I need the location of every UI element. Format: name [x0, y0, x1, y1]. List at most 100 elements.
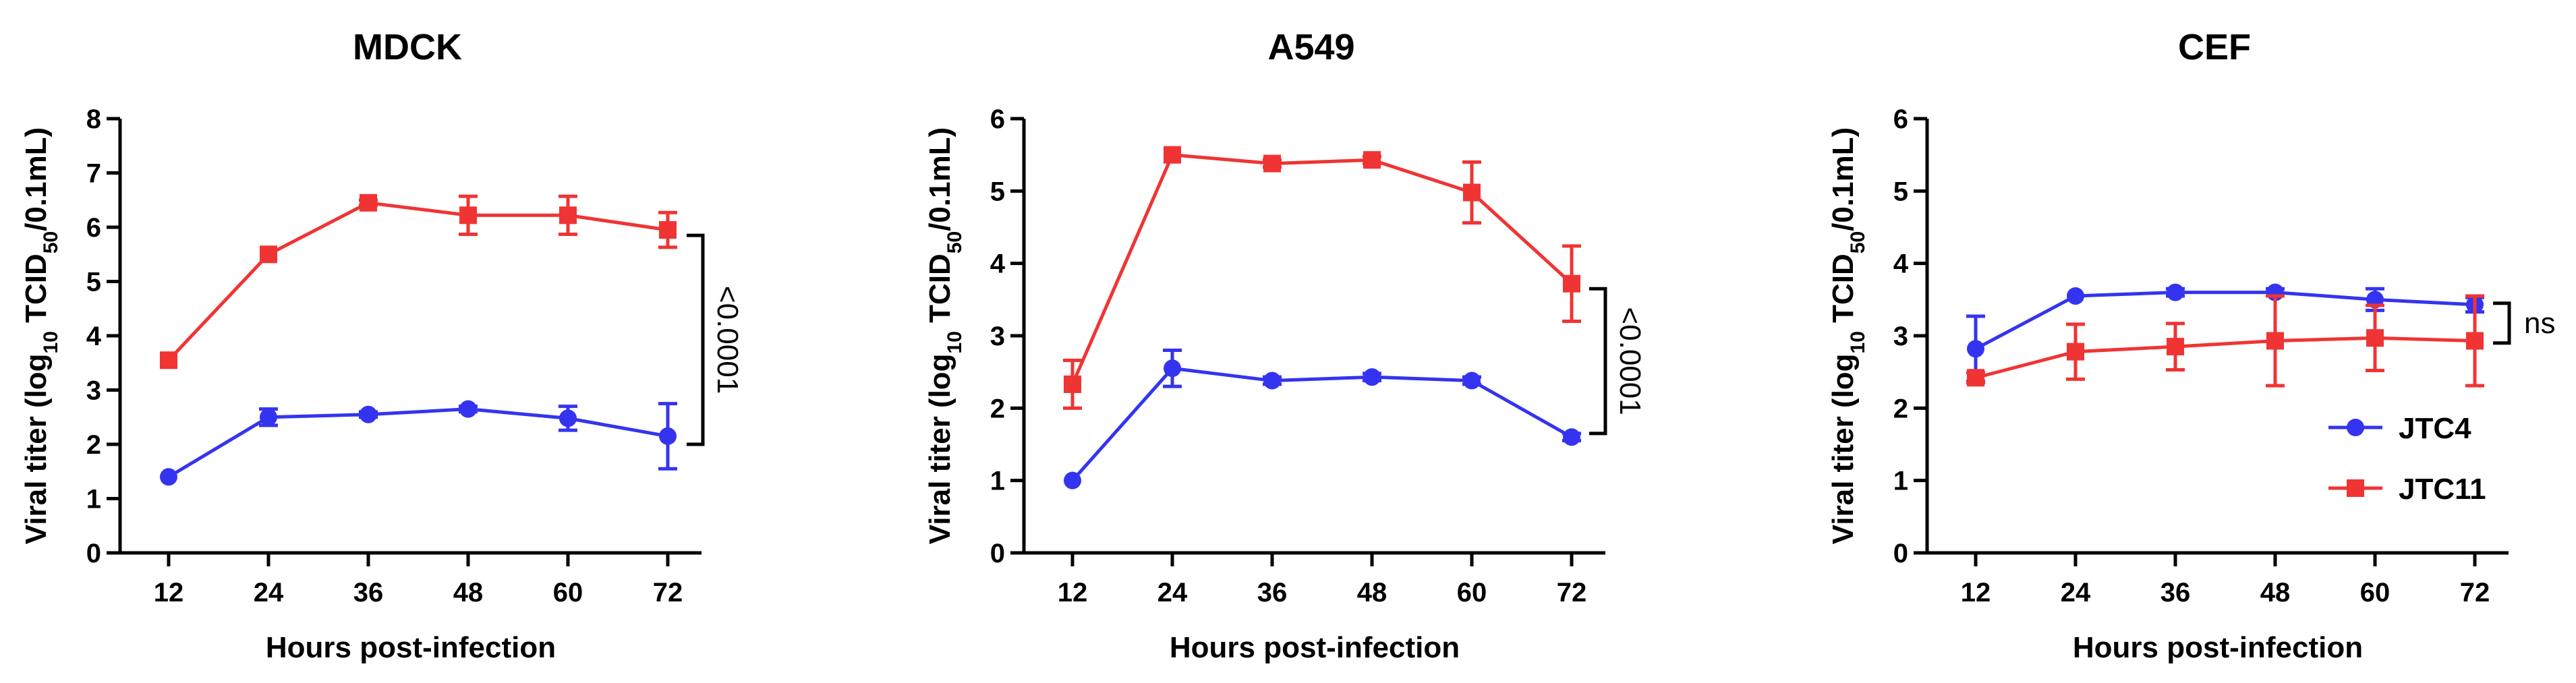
y-tick-label: 2 [86, 430, 101, 460]
data-point [1064, 375, 1081, 393]
x-tick-label: 48 [453, 578, 484, 607]
x-tick-label: 60 [1457, 578, 1487, 607]
series-line [167, 407, 668, 479]
y-axis-label-part: Viral titer (log [1827, 353, 1860, 544]
y-axis-label: Viral titer (log10 TCID50/0.1mL) [20, 127, 62, 545]
data-point [559, 409, 577, 427]
data-point [1064, 471, 1081, 489]
data-point [1463, 183, 1481, 202]
significance-label: <0.0001 [1613, 307, 1647, 415]
y-axis-label-subscript: 50 [1847, 231, 1869, 254]
x-axis-label: Hours post-infection [266, 631, 556, 664]
significance-bracket [1589, 287, 1607, 436]
x-tick-label: 12 [1058, 578, 1088, 607]
y-tick-label: 4 [86, 322, 102, 351]
data-point [2067, 287, 2084, 305]
x-axis-label: Hours post-infection [1170, 631, 1460, 664]
data-point [659, 427, 677, 445]
legend-label: JTC4 [2399, 412, 2471, 445]
data-point [1363, 151, 1381, 169]
data-point [1563, 428, 1580, 446]
y-axis-label-part: /0.1mL) [1827, 127, 1860, 231]
y-axis-label-part: /0.1mL) [20, 127, 53, 231]
y-tick-label: 3 [1893, 322, 1908, 351]
data-point [1967, 340, 1984, 358]
significance-bracket [687, 233, 705, 446]
series-jtc11 [1966, 294, 2484, 388]
series-line [1070, 153, 1573, 385]
x-tick-label: 60 [2360, 578, 2391, 607]
series-jtc4 [1064, 348, 1581, 489]
y-tick-label: 5 [1893, 177, 1908, 206]
data-point [459, 206, 477, 225]
legend-marker [2347, 479, 2364, 497]
x-tick-label: 24 [1157, 578, 1188, 607]
y-axis-label-part: Viral titer (log [923, 353, 956, 544]
y-axis-label-subscript: 10 [40, 331, 62, 353]
x-tick-label: 72 [653, 578, 683, 607]
y-tick-label: 1 [86, 485, 101, 514]
y-tick-label: 0 [1893, 539, 1908, 568]
x-tick-label: 72 [1557, 578, 1587, 607]
chart-title: CEF [2178, 27, 2251, 67]
x-tick-label: 24 [254, 578, 284, 607]
x-tick-label: 72 [2460, 578, 2490, 607]
x-tick-label: 48 [1357, 578, 1387, 607]
y-axis-label: Viral titer (log10 TCID50/0.1mL) [923, 127, 966, 545]
x-tick-label: 36 [1257, 578, 1288, 607]
data-point [260, 245, 277, 264]
data-point [2366, 329, 2384, 347]
y-tick-label: 4 [1893, 249, 1909, 279]
data-point [2266, 332, 2284, 350]
y-tick-label: 6 [990, 105, 1005, 134]
legend: JTC4 JTC11 [2328, 412, 2486, 506]
data-point [559, 206, 577, 225]
data-point [1164, 359, 1181, 378]
chart-title: A549 [1267, 27, 1354, 67]
x-tick-label: 12 [154, 578, 184, 607]
significance-label: <0.0001 [711, 286, 744, 394]
data-point [1263, 372, 1281, 390]
series-jtc11 [160, 194, 677, 369]
data-point [160, 468, 177, 486]
y-axis-label-subscript: 50 [40, 231, 62, 254]
y-tick-label: 6 [1893, 105, 1908, 134]
y-axis-label-part: TCID [1827, 254, 1860, 331]
data-point [2167, 338, 2184, 356]
significance-bracket [2493, 301, 2511, 345]
data-point [1563, 274, 1580, 293]
y-axis-label: Viral titer (log10 TCID50/0.1mL) [1827, 127, 1869, 545]
x-tick-label: 24 [2061, 578, 2091, 607]
series-jtc4 [1966, 283, 2484, 384]
data-point [1263, 154, 1281, 173]
series-jtc4 [160, 400, 677, 486]
chart-title: MDCK [353, 27, 462, 67]
series-line [1975, 336, 2475, 380]
x-tick-label: 36 [353, 578, 384, 607]
y-axis-label-part: TCID [923, 254, 956, 331]
y-axis-label-part: TCID [20, 254, 53, 331]
y-tick-label: 8 [86, 105, 101, 134]
y-tick-label: 2 [1893, 394, 1908, 423]
y-tick-label: 7 [86, 159, 101, 189]
y-tick-label: 3 [990, 322, 1005, 351]
y-axis-label-part: /0.1mL) [923, 127, 956, 231]
series-line [1071, 366, 1573, 482]
series-line [1974, 291, 2475, 351]
data-point [1164, 146, 1181, 164]
data-point [2067, 343, 2084, 361]
y-axis-label-subscript: 10 [1847, 331, 1869, 353]
y-tick-label: 0 [86, 539, 101, 568]
y-tick-label: 5 [990, 177, 1005, 206]
y-tick-label: 3 [86, 376, 101, 406]
series-line [167, 201, 668, 361]
y-tick-label: 0 [990, 539, 1005, 568]
data-point [2167, 283, 2184, 301]
data-point [659, 221, 677, 239]
data-point [1463, 372, 1481, 390]
series-jtc11 [1063, 146, 1581, 410]
